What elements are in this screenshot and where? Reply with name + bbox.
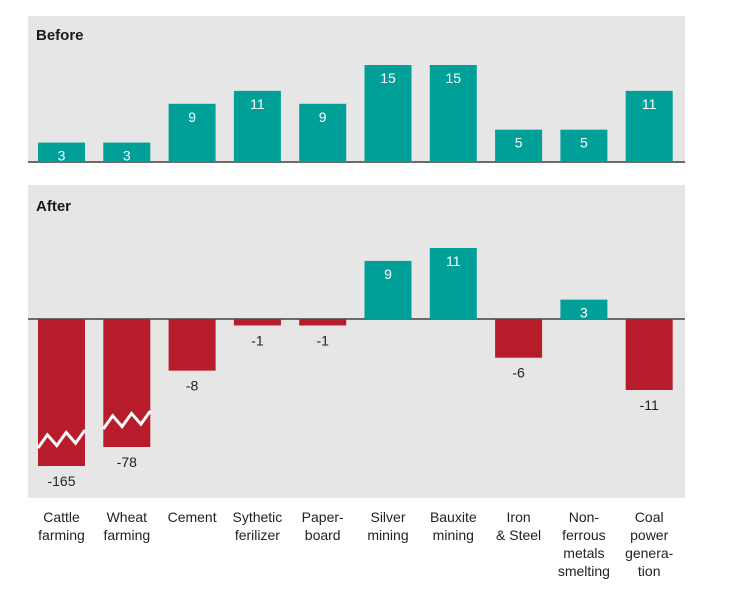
category-label: Silver	[370, 509, 405, 525]
before-bar-label: 9	[188, 109, 196, 125]
after-bar	[103, 319, 151, 447]
after-bar-label: -1	[251, 332, 264, 348]
before-bar-label: 5	[580, 135, 588, 151]
before-bar	[429, 65, 477, 162]
before-bar-label: 15	[446, 70, 462, 86]
before-bar	[168, 103, 216, 162]
before-bar-label: 3	[123, 148, 131, 164]
before-bar	[38, 142, 85, 162]
category-label: farming	[38, 527, 85, 543]
category-label: board	[305, 527, 341, 543]
before-panel-title: Before	[36, 27, 84, 44]
category-label: Non-	[569, 509, 600, 525]
before-bar	[495, 129, 543, 162]
after-bar	[625, 319, 673, 390]
category-label: Iron	[507, 509, 531, 525]
category-label: Coal	[635, 509, 664, 525]
axis-break-mark	[102, 410, 152, 430]
axis-break-mark	[36, 429, 87, 449]
before-bar-label: 11	[642, 96, 657, 112]
category-label: power	[630, 527, 668, 543]
after-panel-title: After	[36, 198, 71, 215]
before-bar-label: 5	[515, 135, 523, 151]
category-label: ferilizer	[235, 527, 280, 543]
category-label: Cement	[168, 509, 217, 525]
after-bar-label: -165	[47, 473, 75, 489]
category-label: & Steel	[496, 527, 541, 543]
before-bar	[560, 129, 608, 162]
after-bar	[429, 248, 477, 319]
before-bar-label: 3	[58, 148, 66, 164]
before-bar-label: 15	[380, 70, 396, 86]
category-label: Wheat	[107, 509, 148, 525]
after-bar-label: 9	[384, 266, 392, 282]
after-bar-label: -8	[186, 378, 199, 394]
before-bar	[299, 103, 347, 162]
category-label: Bauxite	[430, 509, 477, 525]
before-bar	[625, 90, 673, 162]
after-bar-label: -6	[512, 365, 525, 381]
category-label: farming	[103, 527, 150, 543]
after-bar-label: 3	[580, 305, 588, 321]
category-label: genera-	[625, 545, 674, 561]
category-label: Cattle	[43, 509, 80, 525]
before-bar	[233, 90, 281, 162]
after-bar	[364, 260, 412, 319]
category-label: tion	[638, 563, 661, 579]
after-bar	[495, 319, 543, 358]
after-bar	[168, 319, 216, 371]
after-bar	[233, 319, 281, 326]
after-bar-label: 11	[446, 253, 461, 269]
category-label: ferrous	[562, 527, 606, 543]
category-label: Paper-	[302, 509, 344, 525]
before-bar	[364, 65, 412, 162]
category-label: smelting	[558, 563, 610, 579]
before-bar-label: 11	[250, 96, 265, 112]
category-label: metals	[563, 545, 604, 561]
after-bar-label: -11	[640, 397, 659, 413]
before-bar	[103, 142, 151, 162]
after-bar-label: -1	[316, 332, 329, 348]
before-bar-label: 9	[319, 109, 327, 125]
after-bar	[560, 299, 608, 319]
category-label: Sythetic	[232, 509, 282, 525]
after-bar-label: -78	[117, 454, 137, 470]
category-label: mining	[433, 527, 474, 543]
category-label: mining	[367, 527, 408, 543]
after-bar	[299, 319, 347, 326]
after-bar	[38, 319, 85, 466]
